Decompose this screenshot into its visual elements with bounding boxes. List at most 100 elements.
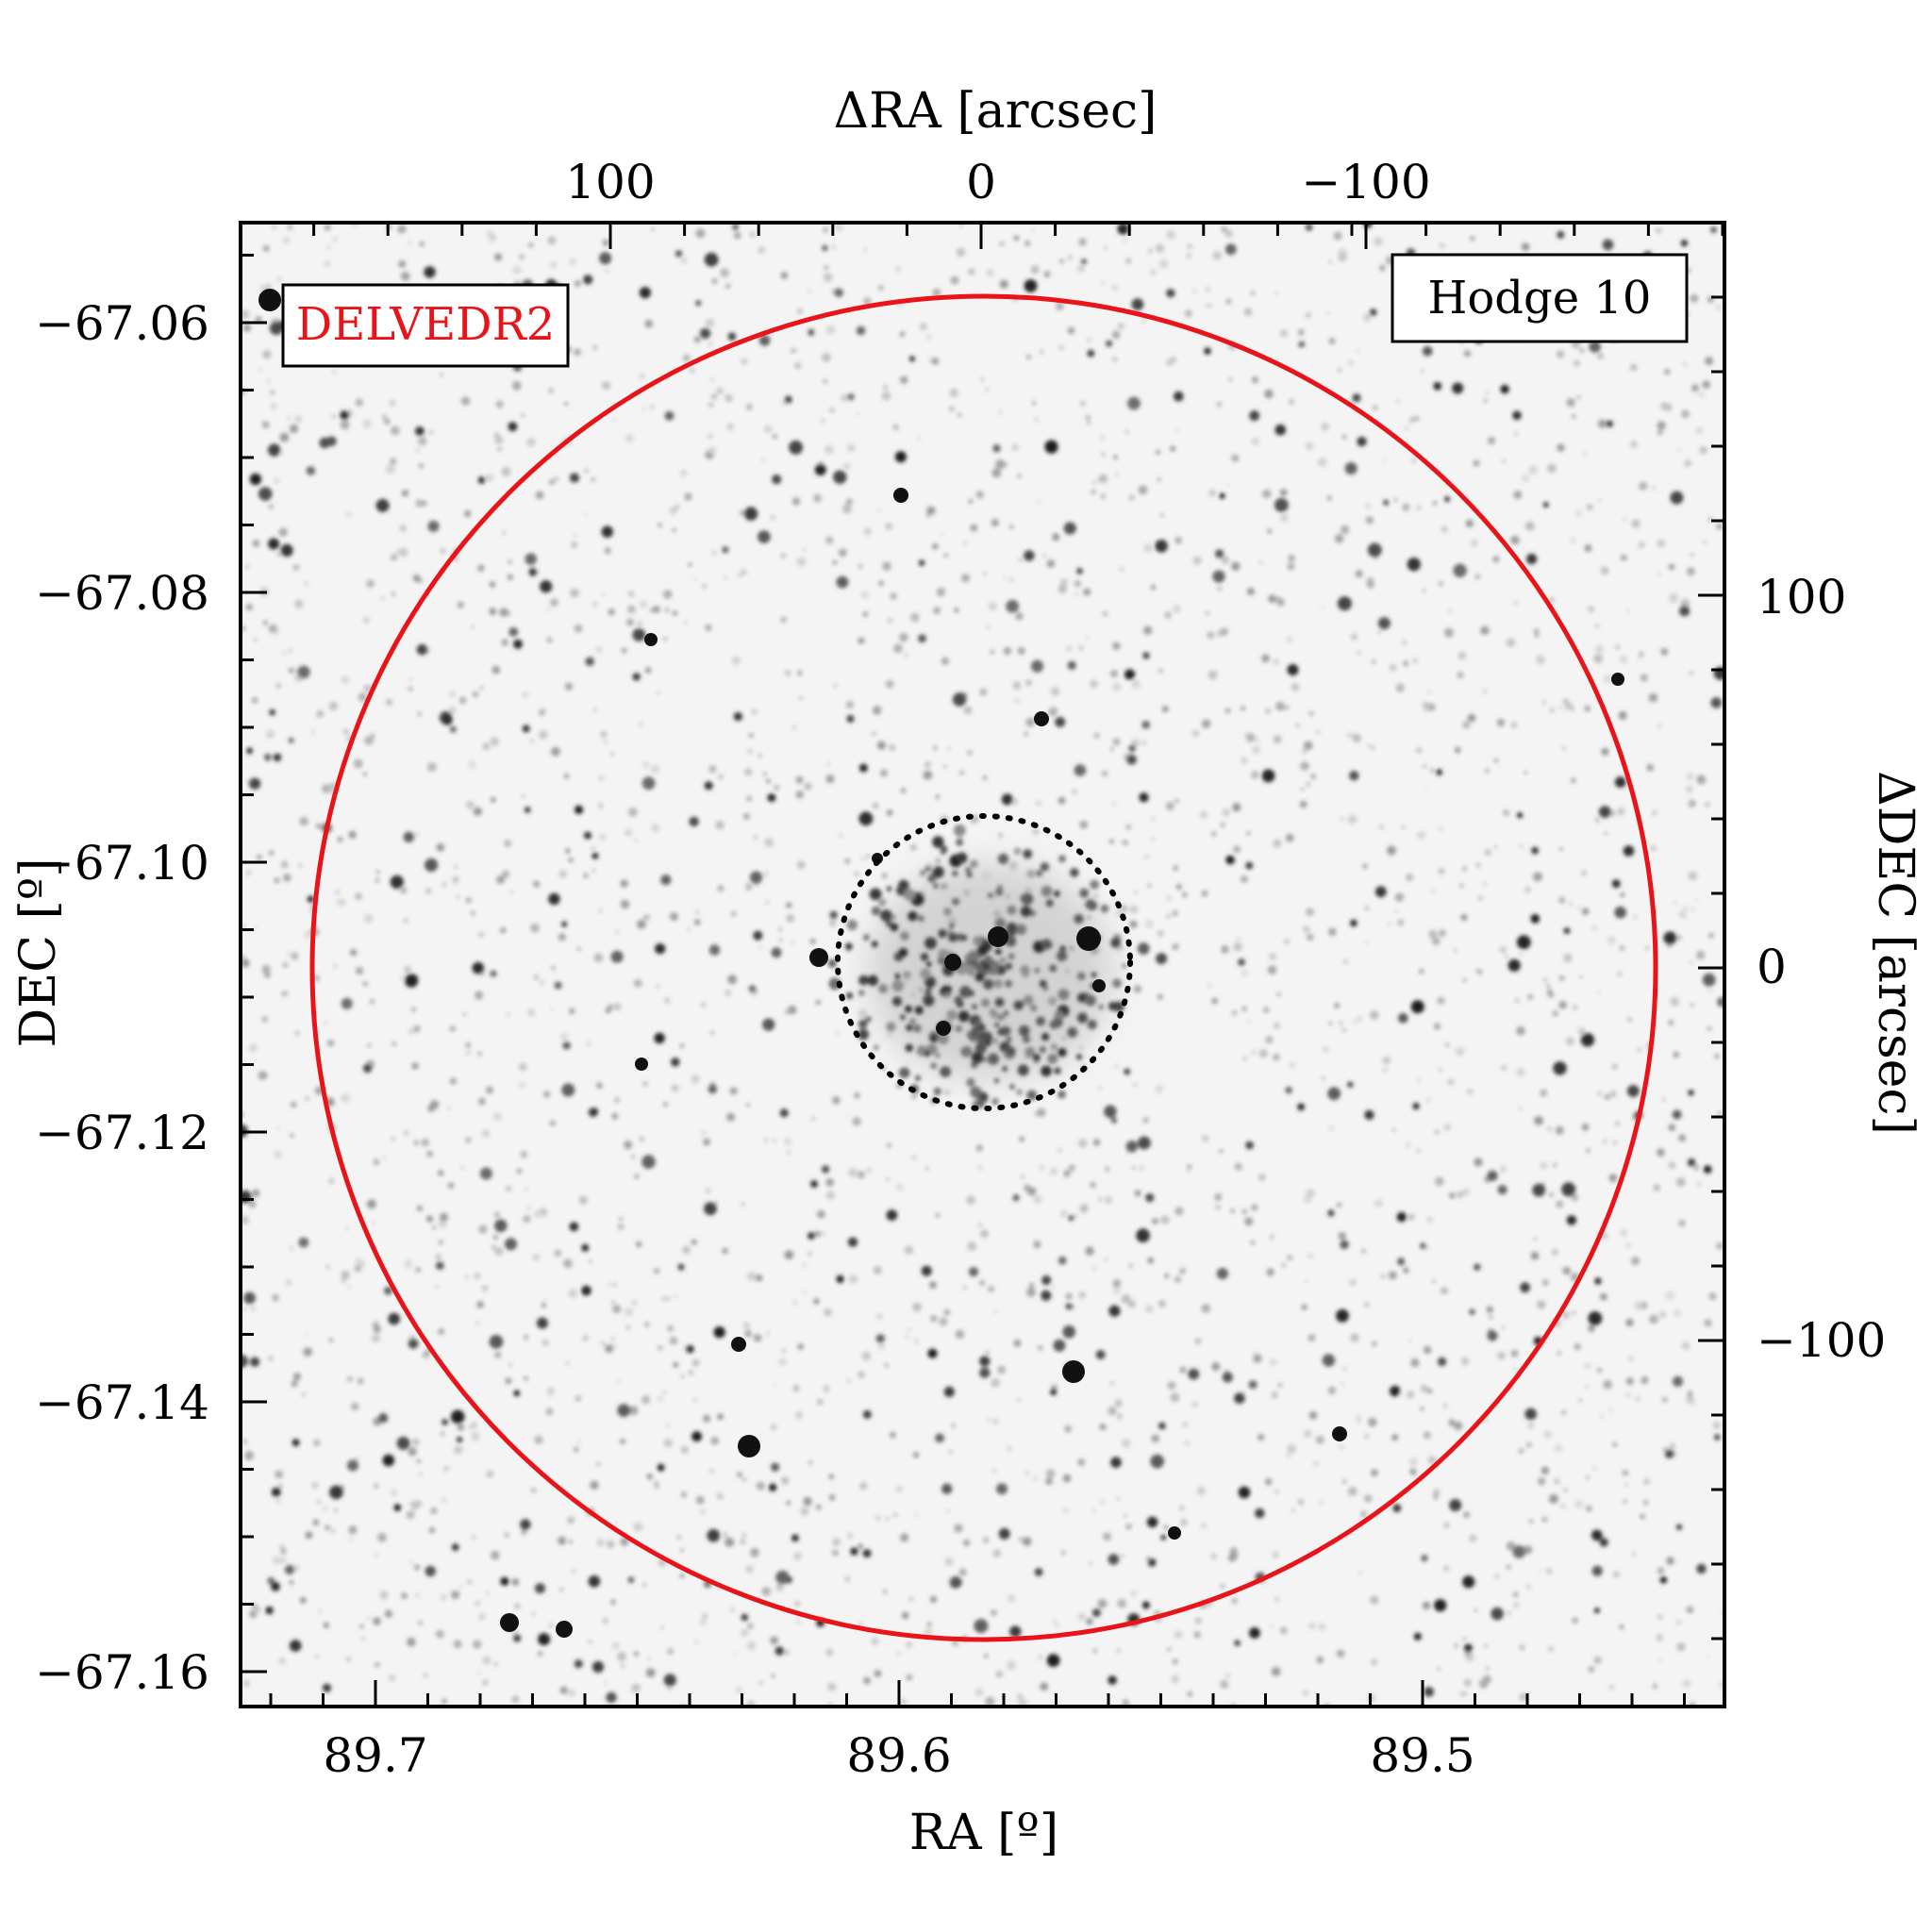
star [306, 1348, 312, 1355]
star [490, 737, 499, 746]
star [1696, 950, 1706, 960]
star [1196, 1486, 1207, 1496]
star [1430, 769, 1434, 773]
star [1563, 927, 1571, 934]
star [598, 908, 603, 913]
star [1178, 1505, 1185, 1511]
star [1289, 399, 1294, 405]
star [1443, 1522, 1450, 1529]
star [625, 1324, 631, 1330]
star [529, 738, 535, 744]
star [1106, 340, 1113, 347]
star [704, 781, 713, 791]
star [958, 770, 965, 775]
star [662, 590, 673, 599]
star [362, 772, 367, 776]
star [499, 608, 508, 617]
star [1586, 1148, 1591, 1153]
star [591, 1108, 599, 1115]
star [661, 1295, 668, 1302]
star [1681, 1341, 1690, 1350]
star [1077, 264, 1085, 273]
star [333, 1507, 338, 1512]
star [598, 833, 607, 841]
star [1480, 625, 1490, 635]
star [1085, 1246, 1094, 1256]
star [1038, 1654, 1043, 1660]
star [1593, 1607, 1600, 1614]
star [1108, 1305, 1121, 1317]
star [440, 547, 446, 555]
star [1273, 735, 1282, 744]
star [540, 580, 553, 593]
star [878, 983, 889, 994]
star [1462, 1188, 1471, 1196]
star [1093, 732, 1100, 739]
star [741, 1532, 747, 1539]
star [520, 1150, 528, 1158]
star [1019, 1136, 1025, 1142]
star [845, 700, 855, 709]
star [1540, 1089, 1548, 1097]
star [558, 1536, 567, 1545]
star [1625, 608, 1630, 613]
star [280, 543, 293, 558]
star [625, 828, 633, 837]
star [261, 1016, 268, 1023]
star [1685, 785, 1693, 793]
star [436, 843, 445, 852]
star [865, 1016, 872, 1023]
star [1059, 1209, 1068, 1218]
star [589, 1259, 592, 1263]
star [1520, 1282, 1530, 1293]
star [858, 1543, 864, 1550]
star [286, 416, 291, 421]
star [742, 1322, 751, 1329]
star [1542, 502, 1549, 508]
star [1454, 949, 1457, 953]
star [1485, 1666, 1490, 1671]
star [298, 1237, 309, 1248]
star [1221, 226, 1227, 232]
star [1424, 1687, 1435, 1697]
star [401, 490, 409, 497]
star [426, 1150, 433, 1158]
star [883, 385, 888, 390]
star [558, 1587, 564, 1592]
star [707, 1528, 721, 1542]
star [518, 1081, 525, 1089]
star [439, 1212, 449, 1222]
star [1098, 1197, 1102, 1202]
star [1571, 707, 1575, 711]
star [411, 1438, 420, 1446]
star [428, 429, 434, 435]
star [1679, 912, 1683, 916]
star [663, 637, 668, 641]
star [692, 576, 696, 580]
star [374, 1553, 378, 1558]
star [1006, 599, 1020, 613]
star [1558, 975, 1565, 981]
star [877, 898, 887, 907]
star [1087, 1019, 1097, 1030]
star [415, 447, 421, 454]
star [1620, 891, 1625, 898]
star [362, 419, 373, 429]
star [1112, 978, 1122, 989]
star [1045, 1469, 1056, 1478]
star [1651, 485, 1657, 491]
star [1074, 591, 1078, 596]
star [727, 974, 738, 985]
star [947, 917, 958, 926]
star [885, 522, 893, 530]
star [859, 1622, 863, 1625]
star [1296, 724, 1300, 727]
star [708, 1084, 718, 1094]
star [1639, 652, 1644, 658]
star [617, 1404, 631, 1417]
star [1715, 304, 1722, 311]
star [1690, 1003, 1695, 1008]
star [1110, 1117, 1118, 1124]
star [1656, 227, 1662, 234]
star [486, 1591, 490, 1594]
